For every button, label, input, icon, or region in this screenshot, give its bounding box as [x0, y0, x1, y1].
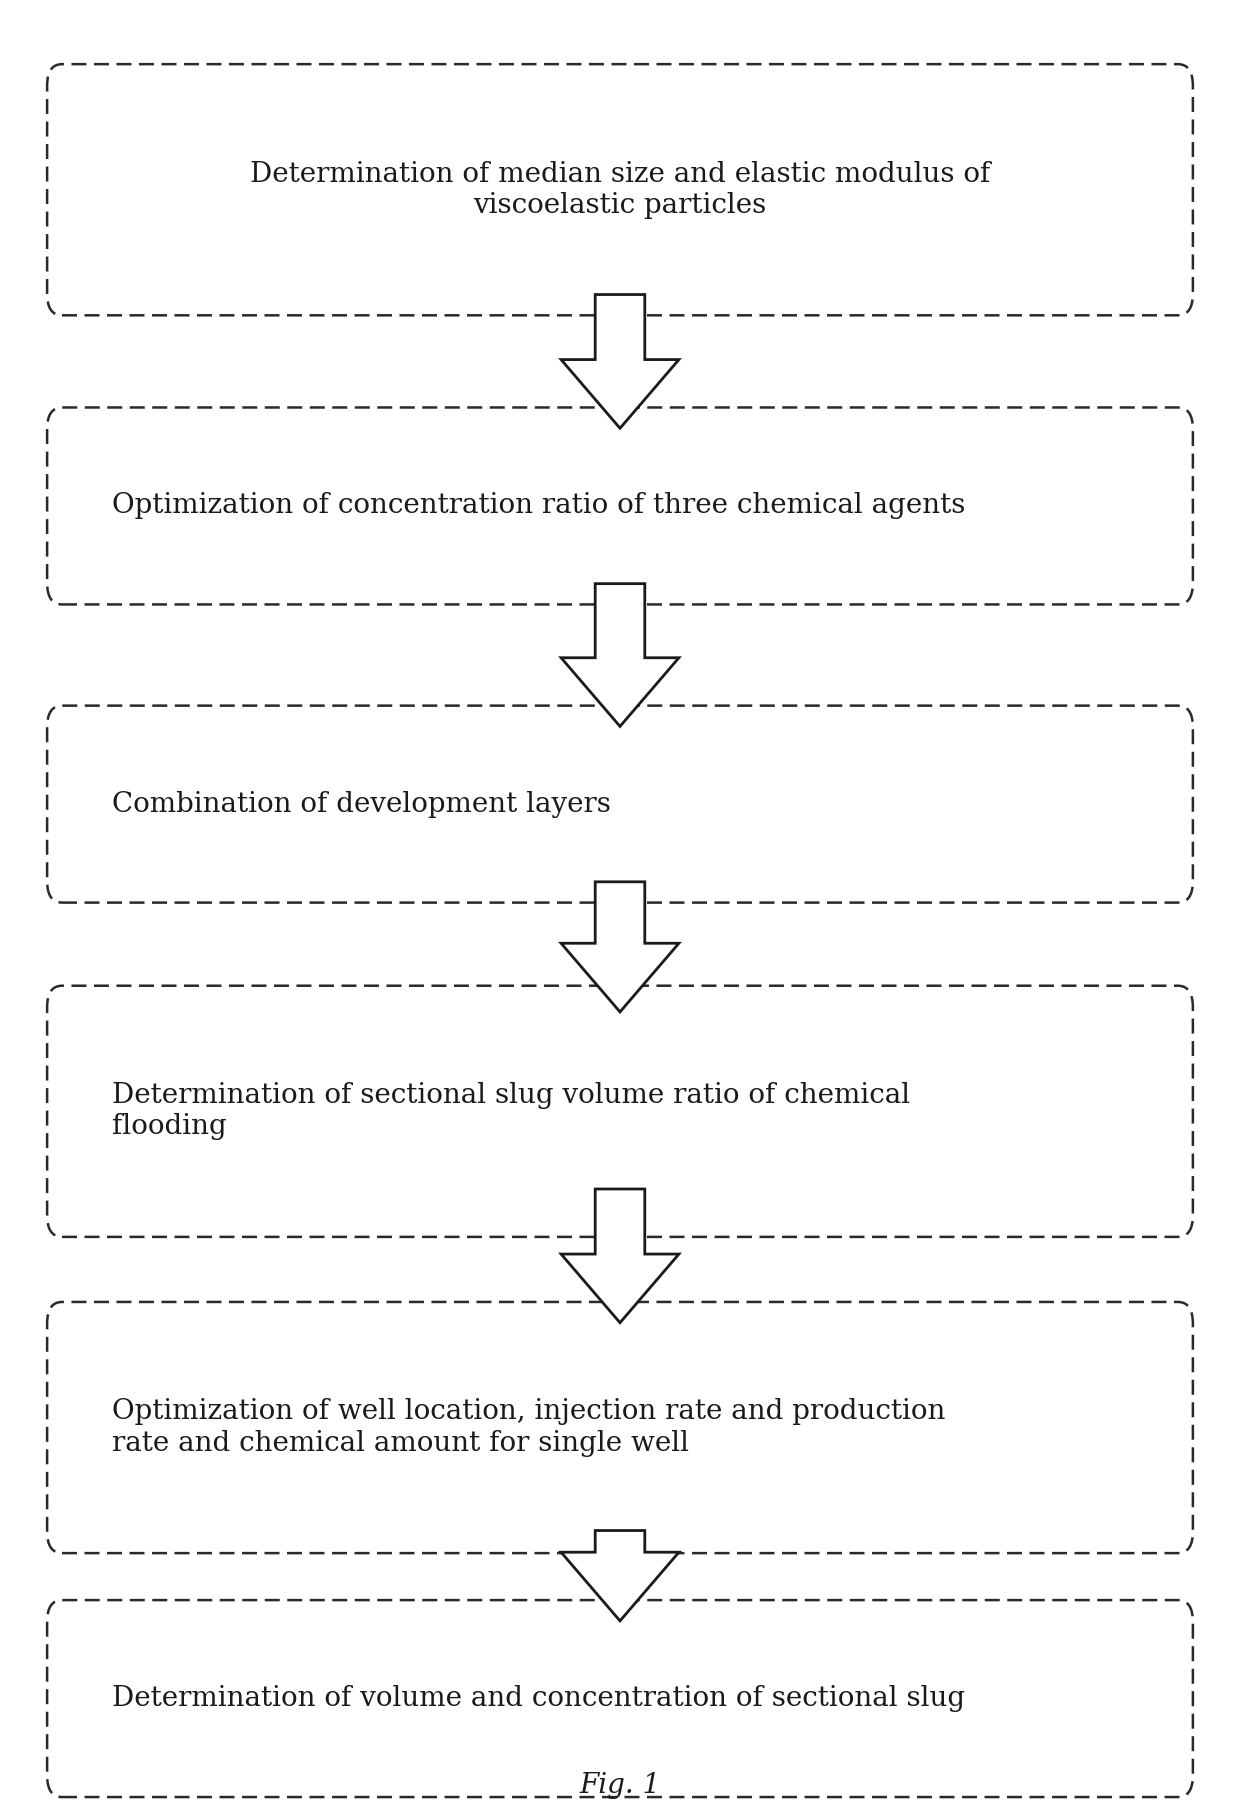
FancyBboxPatch shape — [47, 65, 1193, 316]
FancyBboxPatch shape — [47, 987, 1193, 1236]
Text: Fig. 1: Fig. 1 — [579, 1773, 661, 1798]
Text: Combination of development layers: Combination of development layers — [112, 791, 610, 817]
FancyBboxPatch shape — [47, 1301, 1193, 1554]
Text: Optimization of well location, injection rate and production
rate and chemical a: Optimization of well location, injection… — [112, 1399, 945, 1456]
FancyBboxPatch shape — [47, 408, 1193, 605]
Text: Optimization of concentration ratio of three chemical agents: Optimization of concentration ratio of t… — [112, 493, 965, 519]
Polygon shape — [560, 1531, 680, 1621]
Text: Determination of volume and concentration of sectional slug: Determination of volume and concentratio… — [112, 1686, 965, 1711]
FancyBboxPatch shape — [47, 1601, 1193, 1796]
Text: Determination of median size and elastic modulus of
viscoelastic particles: Determination of median size and elastic… — [249, 161, 991, 219]
Polygon shape — [560, 295, 680, 428]
FancyBboxPatch shape — [47, 705, 1193, 902]
Polygon shape — [560, 1189, 680, 1323]
Text: Determination of sectional slug volume ratio of chemical
flooding: Determination of sectional slug volume r… — [112, 1082, 910, 1140]
Polygon shape — [560, 584, 680, 726]
Polygon shape — [560, 882, 680, 1012]
